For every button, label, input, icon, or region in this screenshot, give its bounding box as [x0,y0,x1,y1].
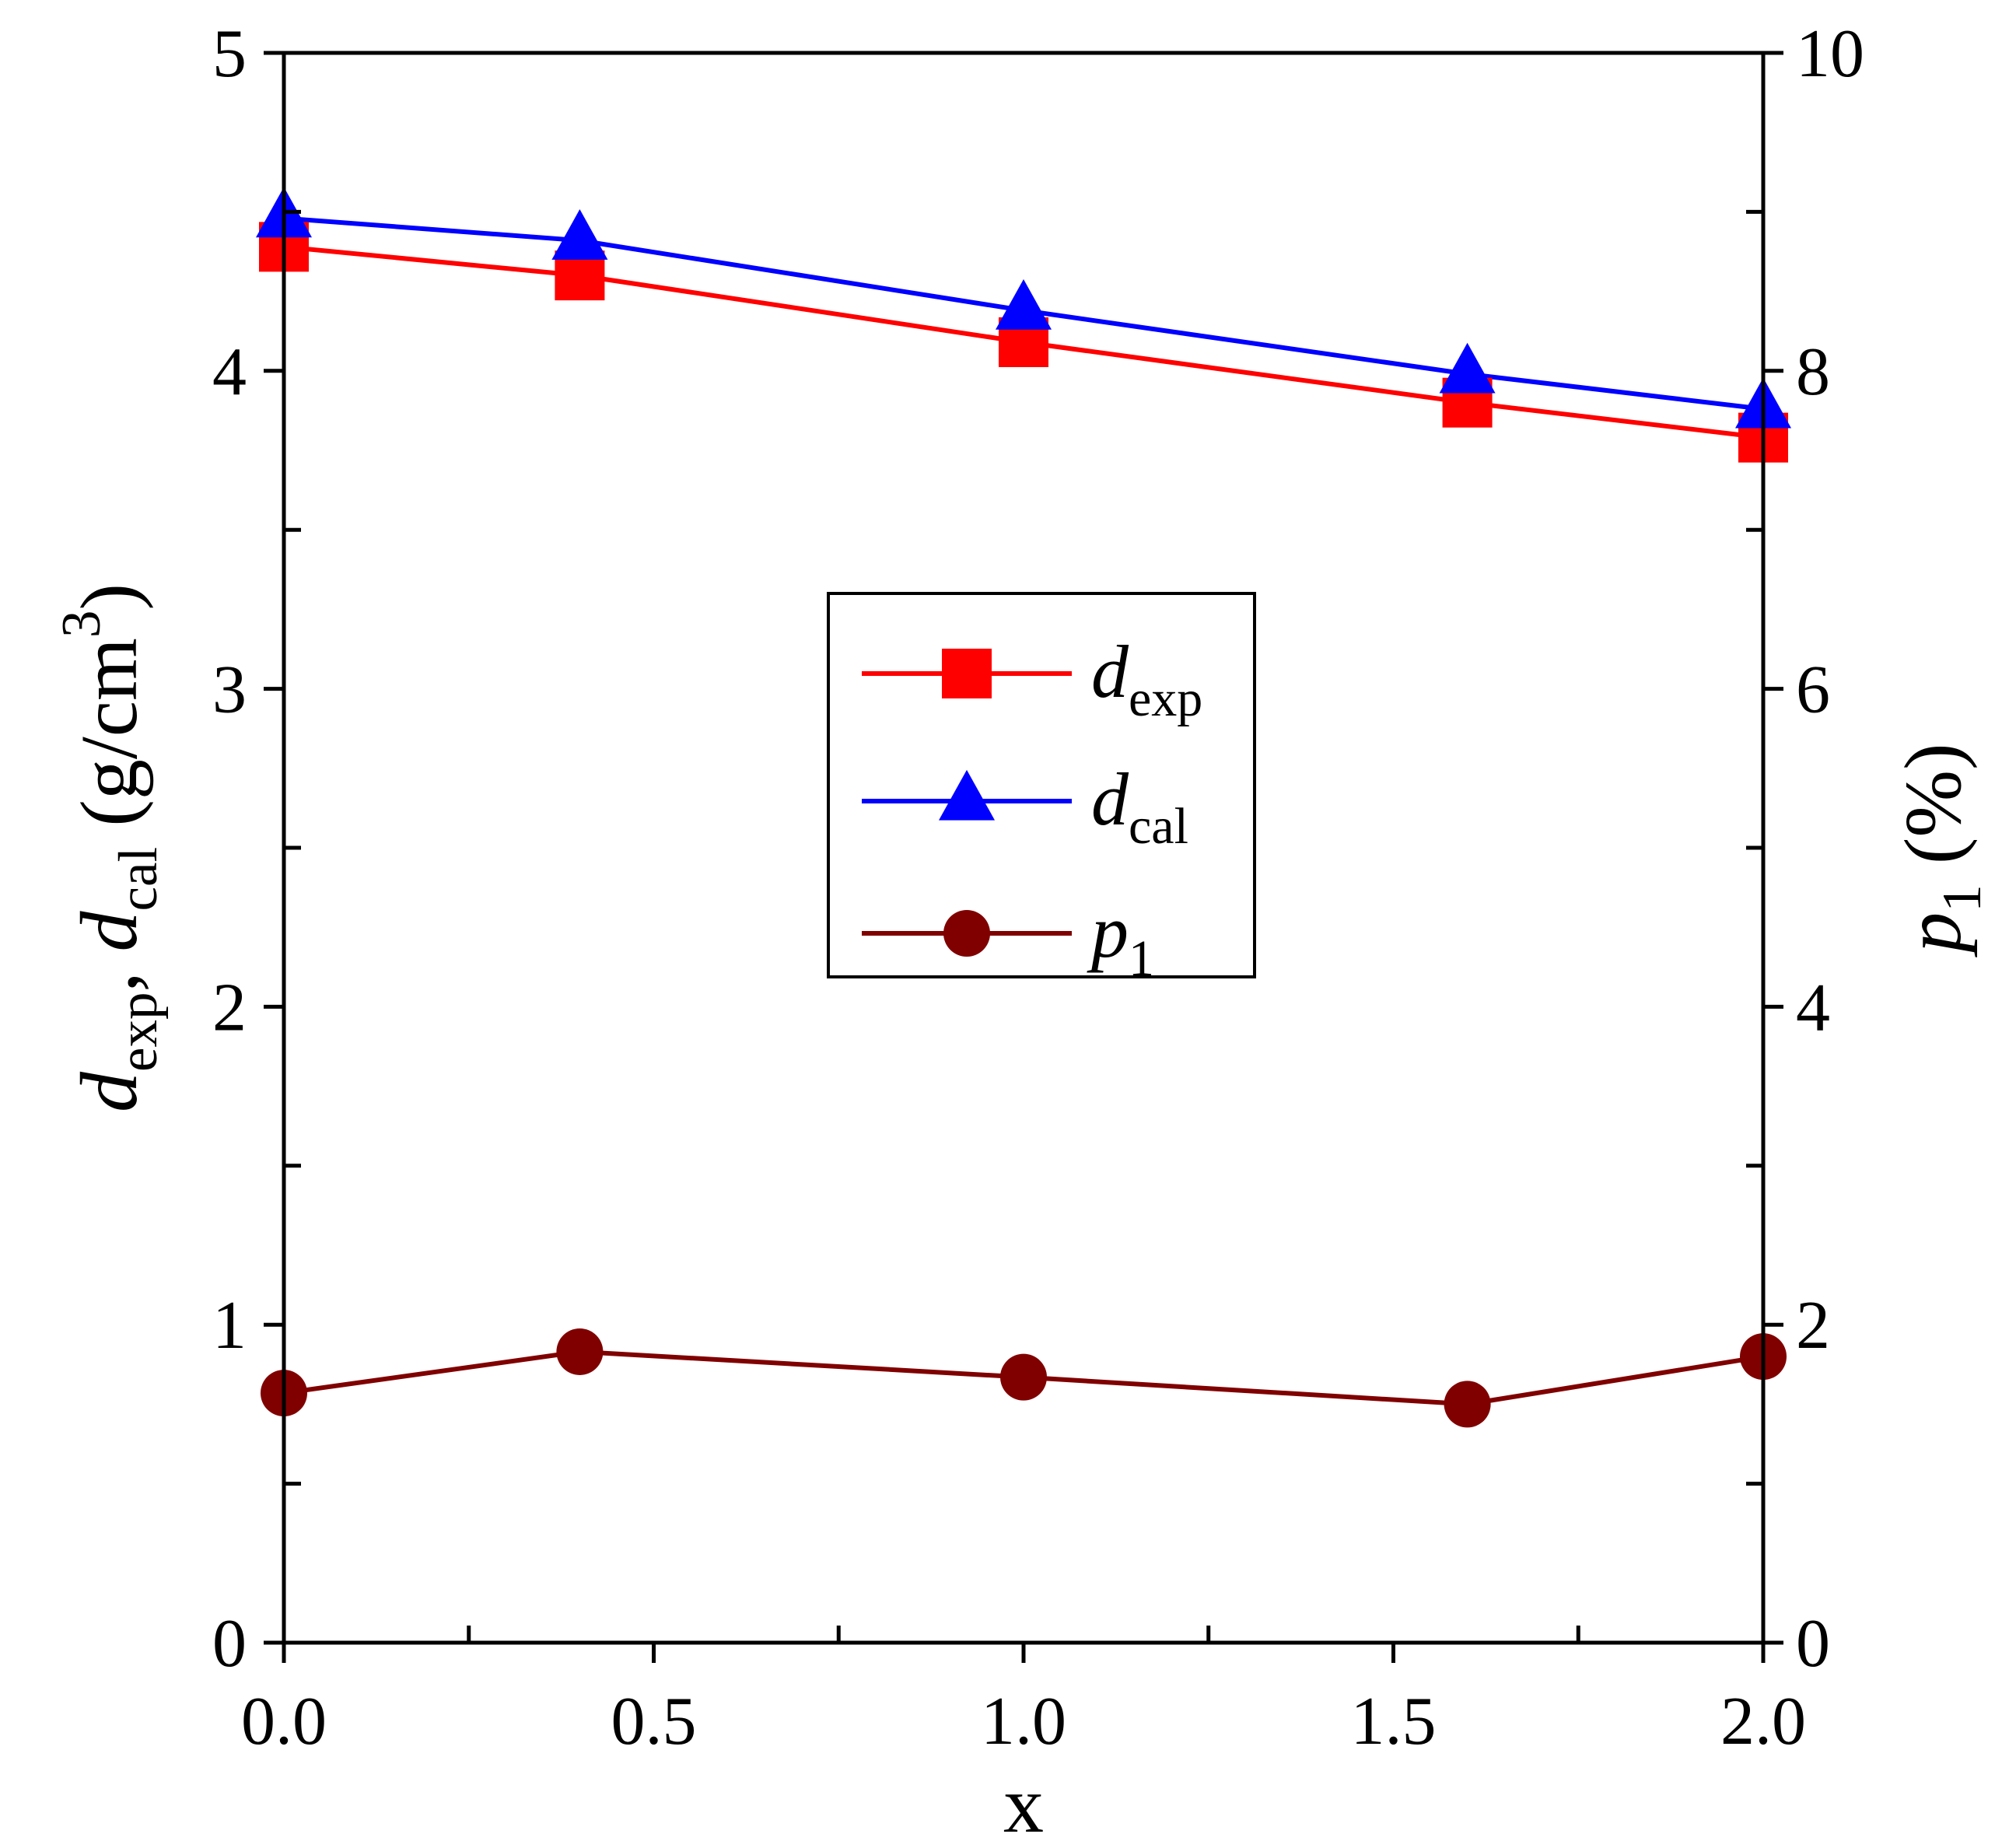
point-p_1 [1444,1381,1491,1428]
point-d_cal [551,209,608,260]
y-left-tick-label: 4 [212,334,247,410]
legend-marker-d_cal [939,769,995,821]
x-tick-label: 1.0 [981,1684,1066,1759]
ticks-layer [264,51,1783,1663]
x-tick-label: 1.5 [1351,1684,1437,1759]
y-right-axis-title: p1 (%) [1888,743,1993,957]
label-part: 3 [51,611,112,639]
point-p_1 [556,1328,604,1375]
y-right-tick-label: 2 [1796,1288,1830,1363]
point-p_1 [1000,1353,1047,1401]
label-part: p [1888,912,1978,958]
legend-marker-p_1 [943,910,990,957]
legend-label-p_1: p1 [1087,890,1154,987]
legend-label-sub: cal [1129,798,1188,855]
y-right-tick-label: 10 [1796,16,1864,92]
label-part: d [65,1071,154,1112]
label-part: d [65,910,154,951]
point-d_cal [996,278,1052,330]
y-left-tick-label: 1 [212,1288,247,1363]
y-right-tick-label: 0 [1796,1606,1830,1682]
y-right-tick-label: 6 [1796,653,1830,728]
y-left-tick-label: 5 [212,16,247,92]
legend-label-d_exp: dexp [1091,630,1202,727]
legend-marker-d_exp [942,649,992,698]
legend-box [827,592,1256,978]
legend-label-main: d [1091,758,1129,841]
label-part: (%) [1888,743,1978,884]
x-tick-label: 2.0 [1720,1684,1806,1759]
legend-label-main: d [1091,630,1129,713]
label-part: ) [65,583,154,611]
label-part: 1 [1932,884,1993,912]
y-right-tick-label: 8 [1796,334,1830,410]
x-tick-label: 0.0 [241,1684,327,1759]
x-tick-label: 0.5 [611,1684,697,1759]
legend-label-sub: exp [1129,670,1202,727]
y-left-tick-label: 2 [212,970,247,1045]
legend-label-d_cal: dcal [1091,758,1188,855]
series-layer [256,187,1791,1428]
label-part: (g/cm [65,638,154,847]
label-part: , [65,951,154,992]
legend-label-sub: 1 [1129,930,1154,987]
y-left-tick-label: 0 [212,1606,247,1682]
x-axis-title: x [1003,1760,1044,1848]
label-part: exp [108,992,169,1072]
y-left-tick-label: 3 [212,653,247,728]
point-d_cal [1439,342,1496,394]
y-right-tick-label: 4 [1796,970,1830,1045]
label-part: cal [108,847,169,912]
legend-label-main: p [1087,890,1129,973]
y-left-axis-title: dexp, dcal (g/cm3) [51,583,169,1112]
